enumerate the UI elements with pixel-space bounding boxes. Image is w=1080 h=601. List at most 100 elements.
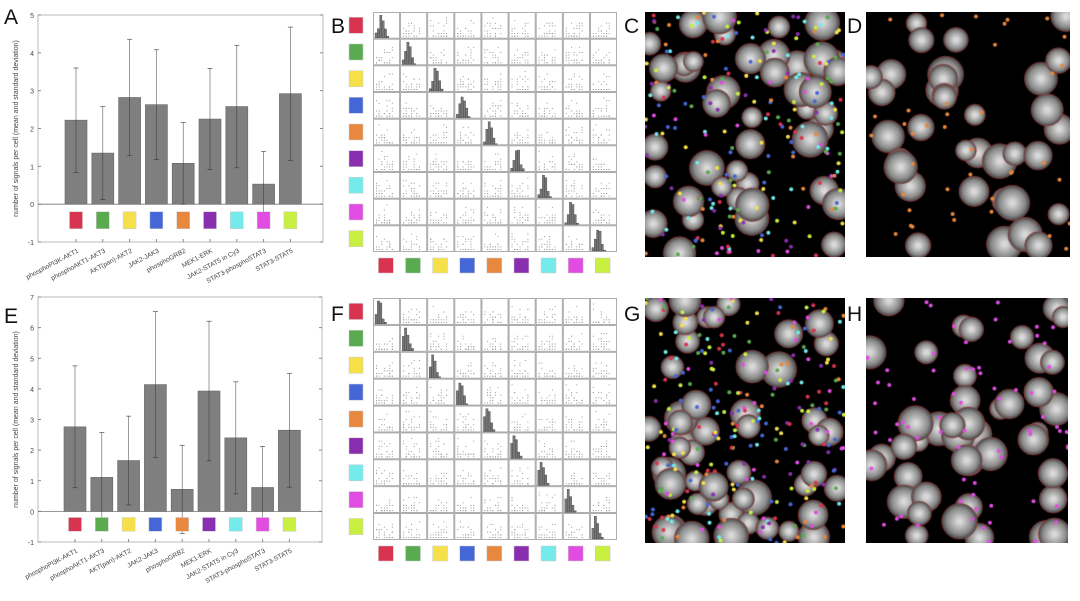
scatter-point bbox=[376, 83, 377, 85]
scatter-point bbox=[470, 217, 472, 219]
scatter-point bbox=[519, 510, 521, 512]
scatter-point bbox=[443, 142, 445, 144]
scatter-point bbox=[606, 456, 608, 458]
scatter-point bbox=[598, 426, 600, 428]
scatter-point bbox=[546, 504, 548, 506]
scatter-point bbox=[598, 456, 600, 458]
scatter-point bbox=[484, 246, 486, 248]
scatter-point bbox=[381, 373, 383, 375]
scatter-point bbox=[467, 83, 469, 85]
scatter-point bbox=[405, 475, 407, 477]
scatter-point bbox=[581, 59, 583, 61]
scatter-point bbox=[411, 132, 413, 133]
scatter-point bbox=[576, 246, 578, 248]
scatter-point bbox=[389, 499, 391, 501]
scatter-point bbox=[416, 142, 418, 144]
scatter-point bbox=[376, 348, 377, 350]
scatter-point bbox=[411, 33, 413, 35]
scatter-point bbox=[408, 222, 410, 224]
scatter-point bbox=[524, 529, 526, 531]
scatter-point bbox=[435, 166, 437, 168]
scatter-point bbox=[595, 362, 597, 364]
scatter-point bbox=[462, 502, 464, 504]
scatter-point bbox=[470, 510, 472, 512]
scatter-point bbox=[411, 308, 413, 310]
scatter-point bbox=[487, 367, 489, 369]
scatter-point bbox=[511, 510, 513, 512]
scatter-point bbox=[432, 346, 434, 348]
scatter-point bbox=[386, 399, 388, 401]
scatter-point bbox=[598, 451, 600, 453]
scatter-point bbox=[430, 222, 432, 224]
scatter-point bbox=[489, 343, 491, 345]
scatter-point bbox=[516, 424, 518, 426]
scatter-point bbox=[418, 83, 420, 85]
scatter-point bbox=[418, 33, 420, 35]
scatter-point bbox=[600, 343, 602, 345]
scatter-point bbox=[418, 502, 420, 504]
scatter-point bbox=[551, 375, 553, 377]
scatter-point bbox=[600, 83, 602, 85]
scatter-point bbox=[467, 346, 469, 348]
panel-label-f: F bbox=[331, 303, 344, 326]
scatter-point bbox=[551, 142, 553, 144]
scatter-point bbox=[408, 249, 410, 250]
scatter-point bbox=[595, 429, 597, 431]
scatter-point bbox=[600, 134, 602, 136]
scatter-point bbox=[403, 421, 405, 423]
scatter-point bbox=[443, 537, 445, 538]
matrix-cell bbox=[427, 378, 455, 406]
scatter-point bbox=[389, 100, 391, 102]
scatter-point bbox=[495, 392, 496, 394]
scatter-point bbox=[543, 169, 545, 170]
scatter-point bbox=[500, 394, 502, 396]
scatter-point bbox=[484, 193, 486, 195]
scatter-point bbox=[378, 402, 380, 404]
scatter-point bbox=[418, 169, 420, 170]
color-marker-0 bbox=[68, 517, 82, 532]
histogram-bar bbox=[537, 470, 541, 486]
scatter-point bbox=[467, 137, 469, 139]
scatter-point bbox=[465, 343, 467, 345]
scatter-point bbox=[403, 139, 405, 141]
histogram-bar bbox=[401, 336, 405, 351]
scatter-point bbox=[383, 367, 385, 369]
histogram-bar bbox=[510, 443, 514, 459]
scatter-point bbox=[430, 115, 432, 117]
scatter-point bbox=[443, 397, 445, 399]
scatter-point bbox=[511, 30, 513, 32]
matrix-cell bbox=[400, 172, 428, 199]
scatter-point bbox=[418, 311, 420, 313]
scatter-point bbox=[606, 340, 608, 342]
matrix-cell bbox=[535, 38, 563, 66]
scatter-point bbox=[432, 397, 434, 399]
scatter-point bbox=[487, 480, 489, 482]
scatter-point bbox=[581, 483, 583, 485]
scatter-point bbox=[411, 169, 413, 170]
scatter-point bbox=[595, 52, 597, 53]
scatter-point bbox=[551, 57, 553, 59]
scatter-point bbox=[391, 115, 393, 117]
scatter-point bbox=[438, 166, 440, 168]
scatter-point bbox=[446, 389, 448, 391]
scatter-point bbox=[514, 319, 516, 321]
scatter-point bbox=[408, 365, 410, 367]
scatter-point bbox=[378, 440, 380, 442]
scatter-point bbox=[514, 238, 516, 240]
histogram-bar bbox=[546, 483, 550, 486]
scatter-point bbox=[446, 137, 448, 139]
scatter-point bbox=[497, 386, 499, 388]
scatter-point bbox=[418, 246, 420, 248]
scatter-point bbox=[467, 348, 469, 350]
scatter-point bbox=[500, 467, 502, 469]
scatter-point bbox=[443, 33, 445, 35]
scatter-point bbox=[606, 475, 608, 477]
scatter-point bbox=[600, 314, 602, 316]
scatter-point bbox=[551, 335, 553, 337]
scatter-point bbox=[484, 348, 486, 350]
scatter-point bbox=[443, 335, 445, 337]
scatter-point bbox=[413, 35, 415, 37]
scatter-point bbox=[500, 321, 502, 323]
scatter-point bbox=[438, 531, 440, 533]
scatter-point bbox=[500, 73, 502, 75]
